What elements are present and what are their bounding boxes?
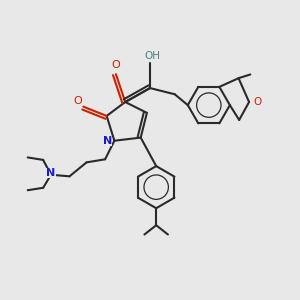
Text: OH: OH <box>145 51 160 61</box>
Text: N: N <box>103 136 112 146</box>
Text: N: N <box>46 168 56 178</box>
Text: O: O <box>112 61 120 70</box>
Text: O: O <box>253 97 261 107</box>
Text: O: O <box>74 96 82 106</box>
